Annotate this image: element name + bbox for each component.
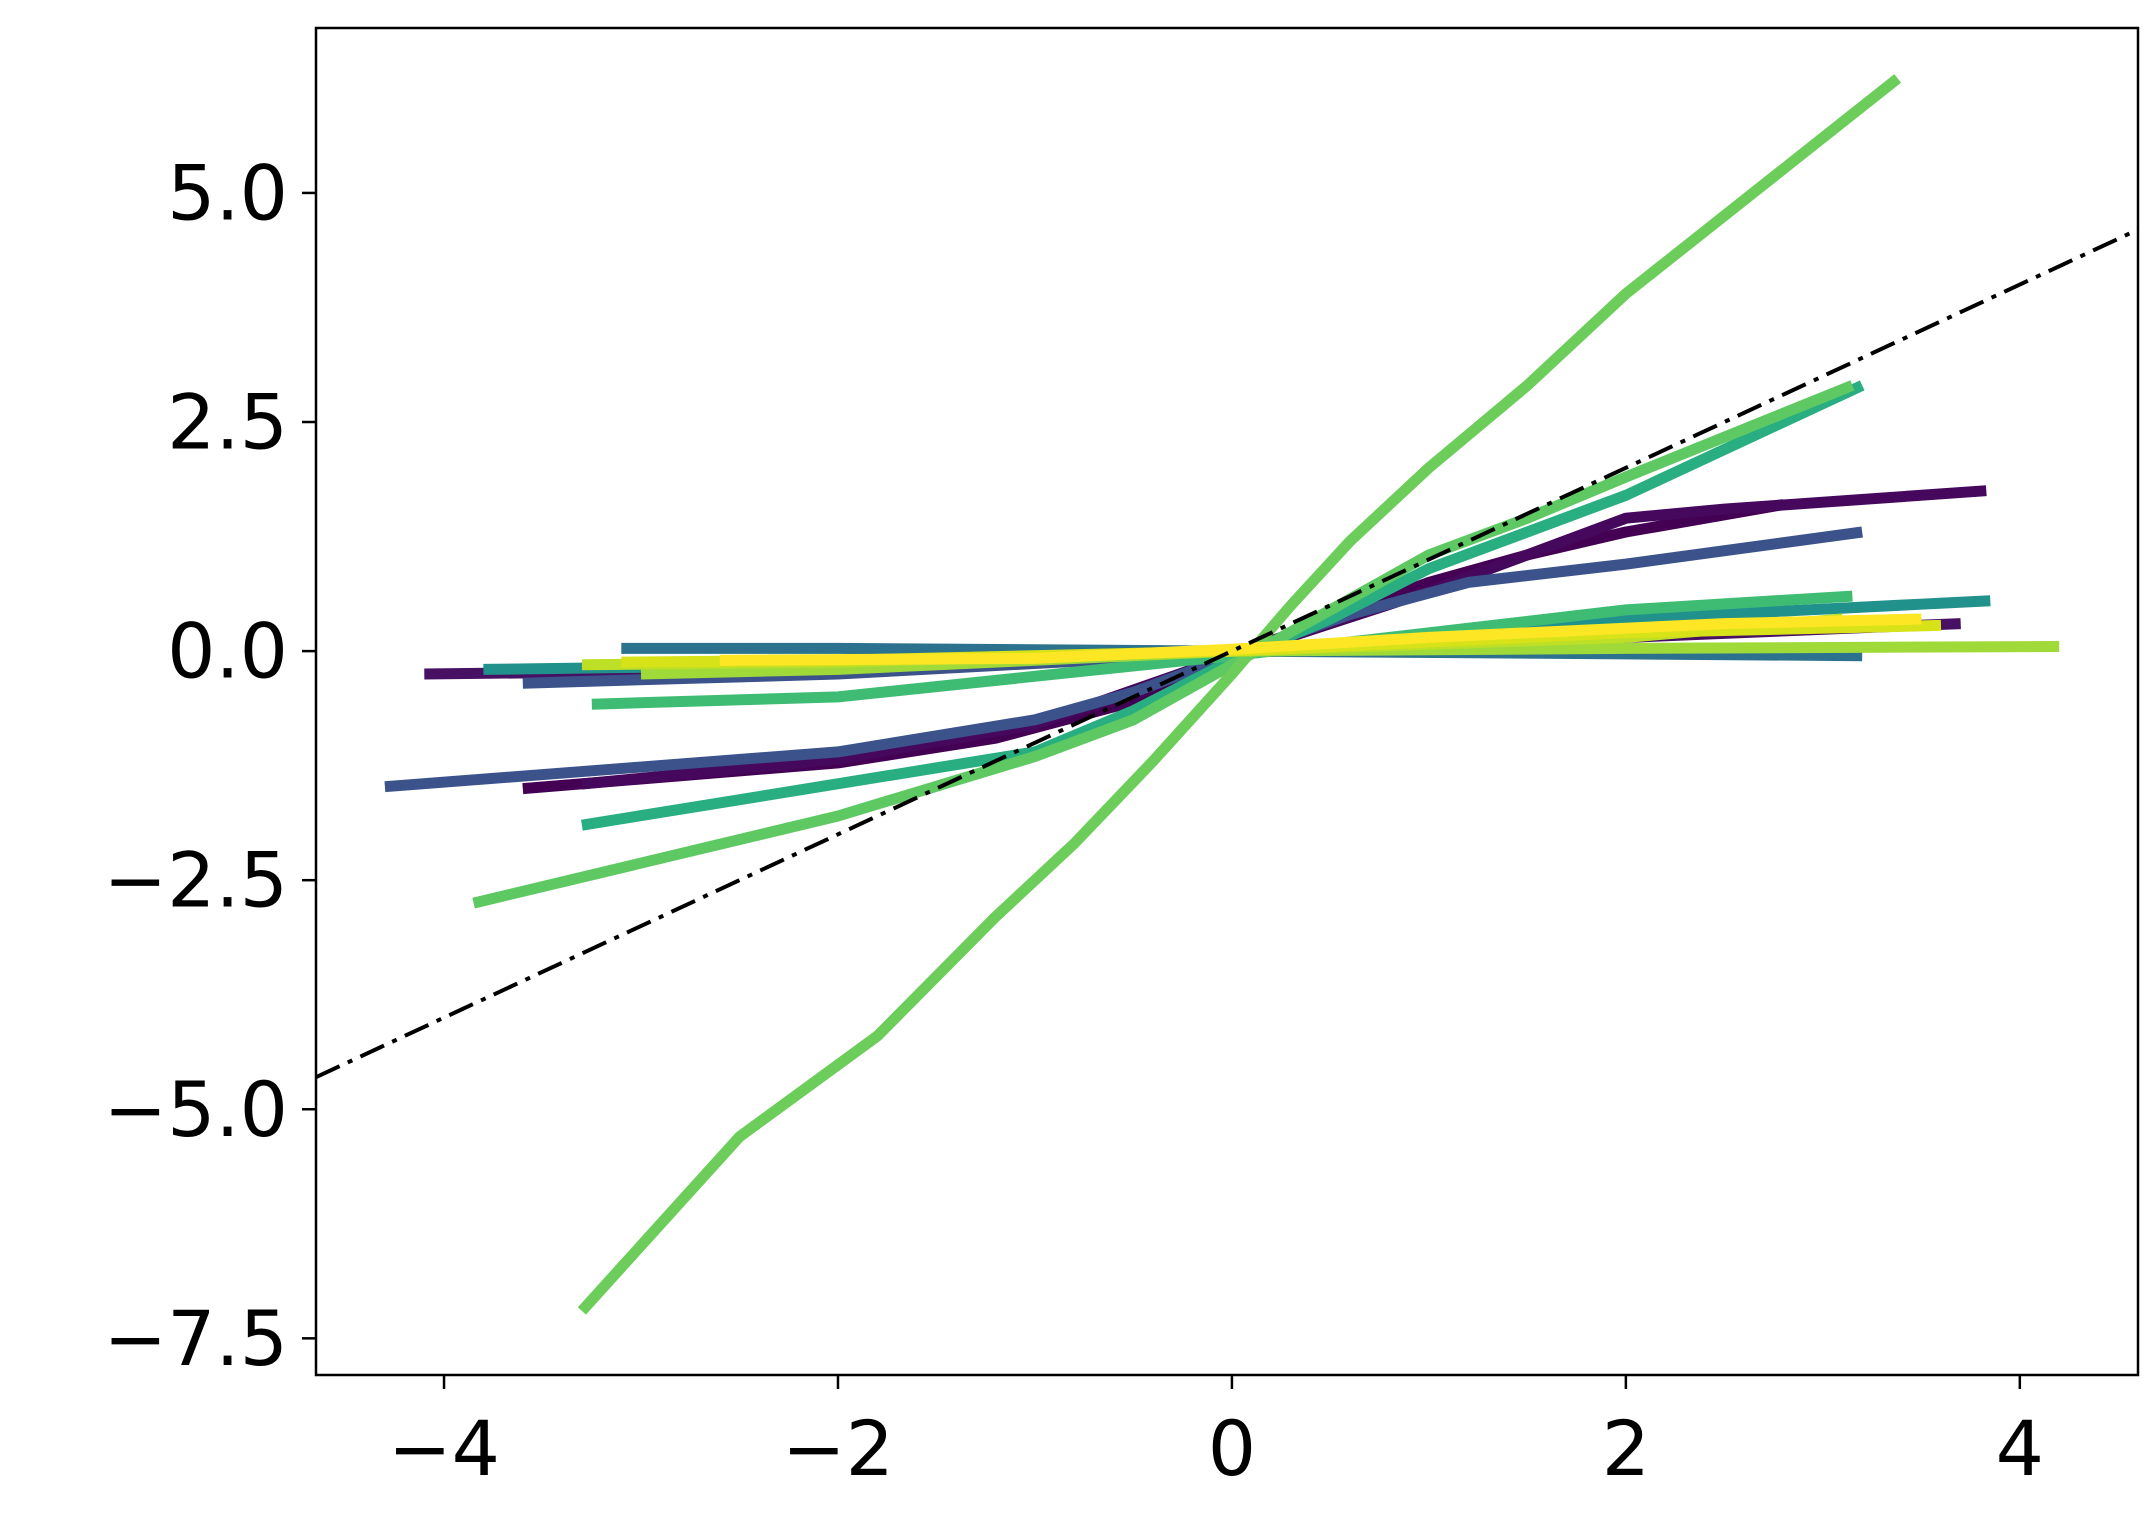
x-tick-label-5: 4 [1996,1404,2044,1493]
series-line-11 [577,74,1902,1315]
x-axis: −4 −2 0 2 4 [388,1375,2044,1493]
x-tick-label-2: −2 [782,1404,894,1493]
series-line-10 [472,380,1855,909]
series-line-15 [719,613,1922,666]
y-tick-label-2: −5.0 [103,1065,288,1154]
reference-line-y-equals-x [316,227,2138,1080]
x-tick-label-4: 2 [1602,1404,1650,1493]
y-axis: −7.5 −5.0 −2.5 0.0 2.5 5.0 [103,148,316,1383]
x-tick-label-1: −4 [388,1404,500,1493]
reference-line-layer [316,227,2138,1080]
y-tick-label-5: 2.5 [167,378,288,467]
x-tick-label-3: 0 [1208,1404,1256,1493]
y-tick-label-4: 0.0 [167,607,288,696]
y-tick-label-1: −7.5 [103,1294,288,1383]
axes-frame [314,26,2140,1377]
series-layer [384,74,2060,1315]
y-tick-label-6: 5.0 [167,148,288,237]
y-tick-label-3: −2.5 [103,836,288,925]
